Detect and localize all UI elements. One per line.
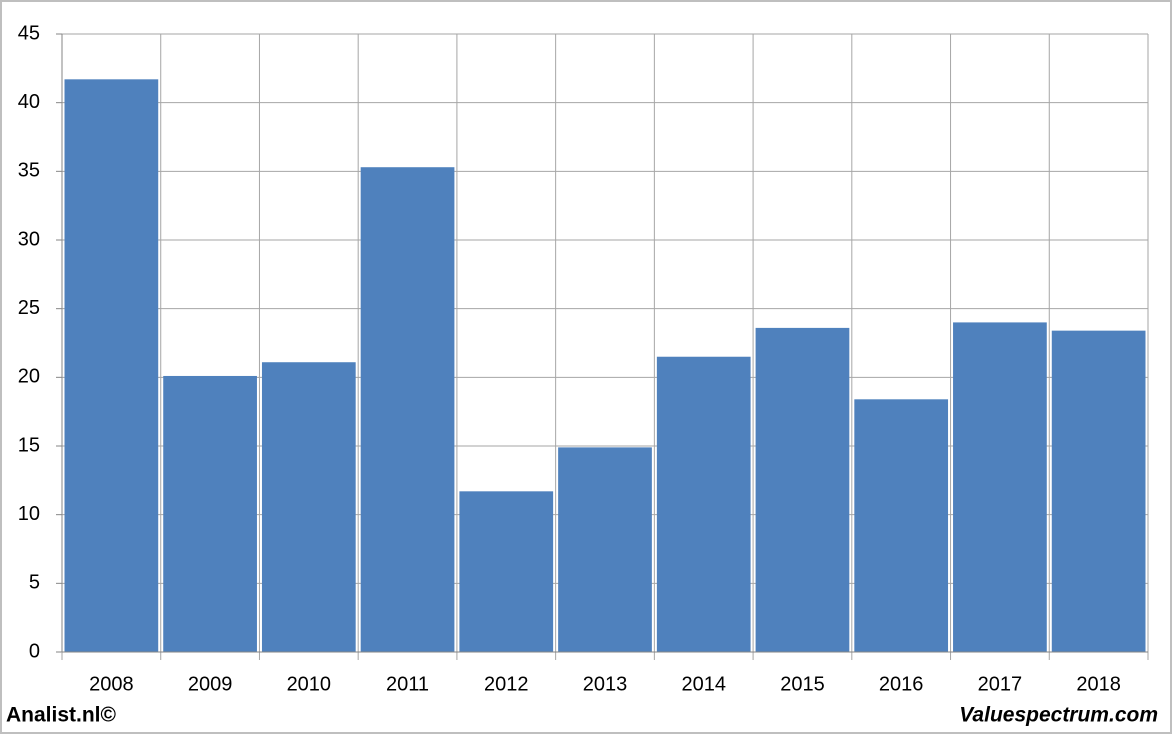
y-tick-label: 20 [18, 366, 40, 388]
bar [261, 362, 356, 652]
y-tick-label: 45 [18, 22, 40, 44]
x-tick-label: 2009 [188, 673, 233, 695]
y-tick-label: 40 [18, 91, 40, 113]
bar [854, 399, 949, 652]
x-tick-label: 2011 [386, 673, 429, 695]
x-tick-label: 2015 [780, 673, 825, 695]
x-tick-label: 2008 [89, 673, 134, 695]
x-tick-label: 2018 [1076, 673, 1121, 695]
bar [953, 322, 1047, 652]
bar [656, 356, 751, 652]
bar [1051, 330, 1146, 652]
x-tick-label: 2010 [287, 673, 332, 695]
x-tick-label: 2017 [978, 673, 1023, 695]
footer-left: Analist.nl© [6, 704, 117, 727]
bar [360, 167, 455, 653]
y-tick-label: 30 [18, 228, 40, 250]
y-tick-label: 35 [18, 160, 40, 182]
y-tick-label: 15 [18, 434, 40, 456]
y-tick-label: 5 [29, 572, 40, 594]
bar [755, 327, 850, 652]
footer-right: Valuespectrum.com [959, 704, 1158, 727]
bar [558, 447, 652, 652]
bar [163, 375, 257, 652]
bar [64, 79, 159, 652]
x-tick-label: 2016 [879, 673, 924, 695]
x-tick-label: 2013 [583, 673, 628, 695]
bar [459, 491, 554, 652]
x-tick-label: 2012 [484, 673, 529, 695]
y-tick-label: 10 [18, 503, 40, 525]
y-tick-label: 25 [18, 297, 40, 319]
x-tick-label: 2014 [681, 673, 726, 695]
y-tick-label: 0 [29, 640, 40, 662]
